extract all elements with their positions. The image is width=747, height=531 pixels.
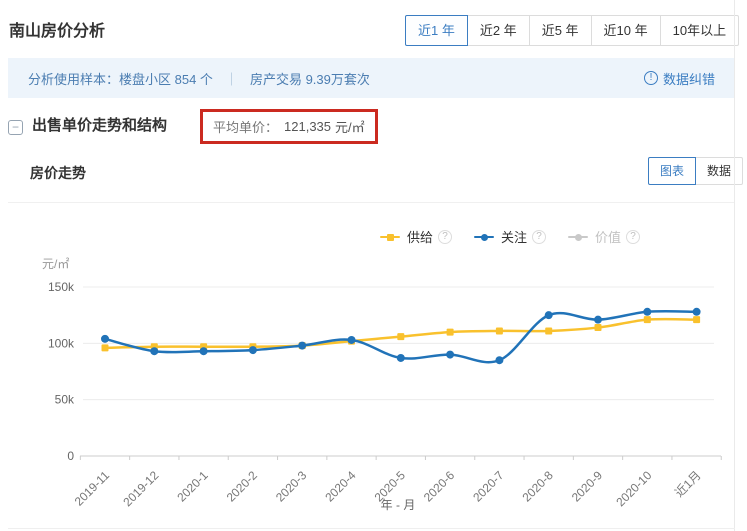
help-icon[interactable]: ? (626, 229, 640, 244)
svg-text:2020-10: 2020-10 (613, 468, 654, 509)
page-title: 南山房价分析 (9, 23, 106, 40)
legend-label-attention: 关注 (500, 230, 527, 245)
chart-legend: 供给 ? 关注 ? 价值 ? (379, 227, 640, 246)
section-title: 出售单价走势和结构 (32, 117, 168, 134)
tab-last-5-years[interactable]: 近5 年 (528, 15, 592, 46)
svg-text:150k: 150k (48, 280, 75, 294)
legend-item-value[interactable]: 价值 ? (567, 227, 640, 246)
period-tabs: 近1 年 近2 年 近5 年 近10 年 10年以上 (405, 15, 740, 46)
svg-text:近1月: 近1月 (672, 468, 704, 500)
average-price-highlight-box: 平均单价： 121,335 元/㎡ (200, 109, 378, 144)
attention-line-marker-icon (473, 233, 494, 241)
divider: ｜ (224, 71, 238, 87)
legend-item-supply[interactable]: 供给 ? (379, 227, 452, 246)
page-right-edge (734, 0, 735, 531)
y-axis-unit-label: 元/㎡ (42, 257, 70, 271)
price-trend-svg: 150k 100k 50k 0 2019-11 2019-12 2020-1 2020-2 20… (48, 280, 722, 512)
svg-text:2020-2: 2020-2 (224, 468, 261, 505)
tab-last-1-year[interactable]: 近1 年 (405, 15, 468, 46)
sample-transactions: 房产交易 9.39万套次 (249, 71, 370, 87)
svg-text:2020-4: 2020-4 (322, 468, 359, 505)
help-icon[interactable]: ? (531, 229, 546, 244)
average-price-value: 121,335 (284, 119, 332, 134)
tab-over-10-years[interactable]: 10年以上 (659, 15, 740, 46)
data-correction-label: 数据纠错 (662, 71, 715, 87)
info-icon: ! (643, 71, 658, 85)
svg-text:2020-9: 2020-9 (569, 468, 606, 505)
svg-text:2019-11: 2019-11 (72, 468, 113, 509)
chart-data-toggle: 图表 数据 (648, 157, 744, 185)
svg-text:年 - 月: 年 - 月 (381, 498, 416, 512)
svg-text:2020-8: 2020-8 (519, 468, 556, 505)
svg-text:2020-1: 2020-1 (174, 468, 211, 505)
tab-last-2-years[interactable]: 近2 年 (466, 15, 530, 46)
data-correction-link[interactable]: ! 数据纠错 (643, 69, 715, 88)
legend-label-supply: 供给 (406, 230, 433, 245)
minus-glyph: − (11, 120, 19, 134)
average-price-unit: 元/㎡ (335, 120, 365, 135)
collapse-section-icon[interactable]: − (8, 120, 23, 135)
supply-line-marker-icon (379, 233, 400, 241)
average-price-label: 平均单价： (213, 120, 279, 135)
toggle-data-button[interactable]: 数据 (695, 157, 744, 185)
svg-text:2020-6: 2020-6 (421, 468, 458, 505)
help-icon[interactable]: ? (437, 229, 452, 244)
legend-label-value: 价值 (594, 230, 621, 245)
chart-section-title: 房价走势 (30, 165, 86, 181)
svg-text:50k: 50k (55, 393, 75, 407)
svg-text:100k: 100k (48, 336, 75, 350)
toggle-chart-button[interactable]: 图表 (648, 157, 697, 185)
sample-communities: 楼盘小区 854 个 (119, 71, 213, 87)
sample-prefix: 分析使用样本： (28, 71, 120, 87)
sample-info-bar: 分析使用样本： 楼盘小区 854 个 ｜ 房产交易 9.39万套次 ! 数据纠错 (8, 58, 735, 98)
price-trend-chart: 供给 ? 关注 ? 价值 ? 元/㎡ 150k 100k 50k 0 2019-11 20… (8, 202, 735, 528)
svg-text:2020-7: 2020-7 (470, 468, 507, 505)
value-line-marker-icon (567, 233, 588, 241)
legend-item-attention[interactable]: 关注 ? (473, 227, 546, 246)
svg-text:2020-3: 2020-3 (273, 468, 310, 505)
svg-text:0: 0 (67, 449, 74, 463)
tab-last-10-years[interactable]: 近10 年 (590, 15, 661, 46)
page-bottom-edge (8, 528, 735, 529)
svg-text:2019-12: 2019-12 (120, 468, 161, 509)
